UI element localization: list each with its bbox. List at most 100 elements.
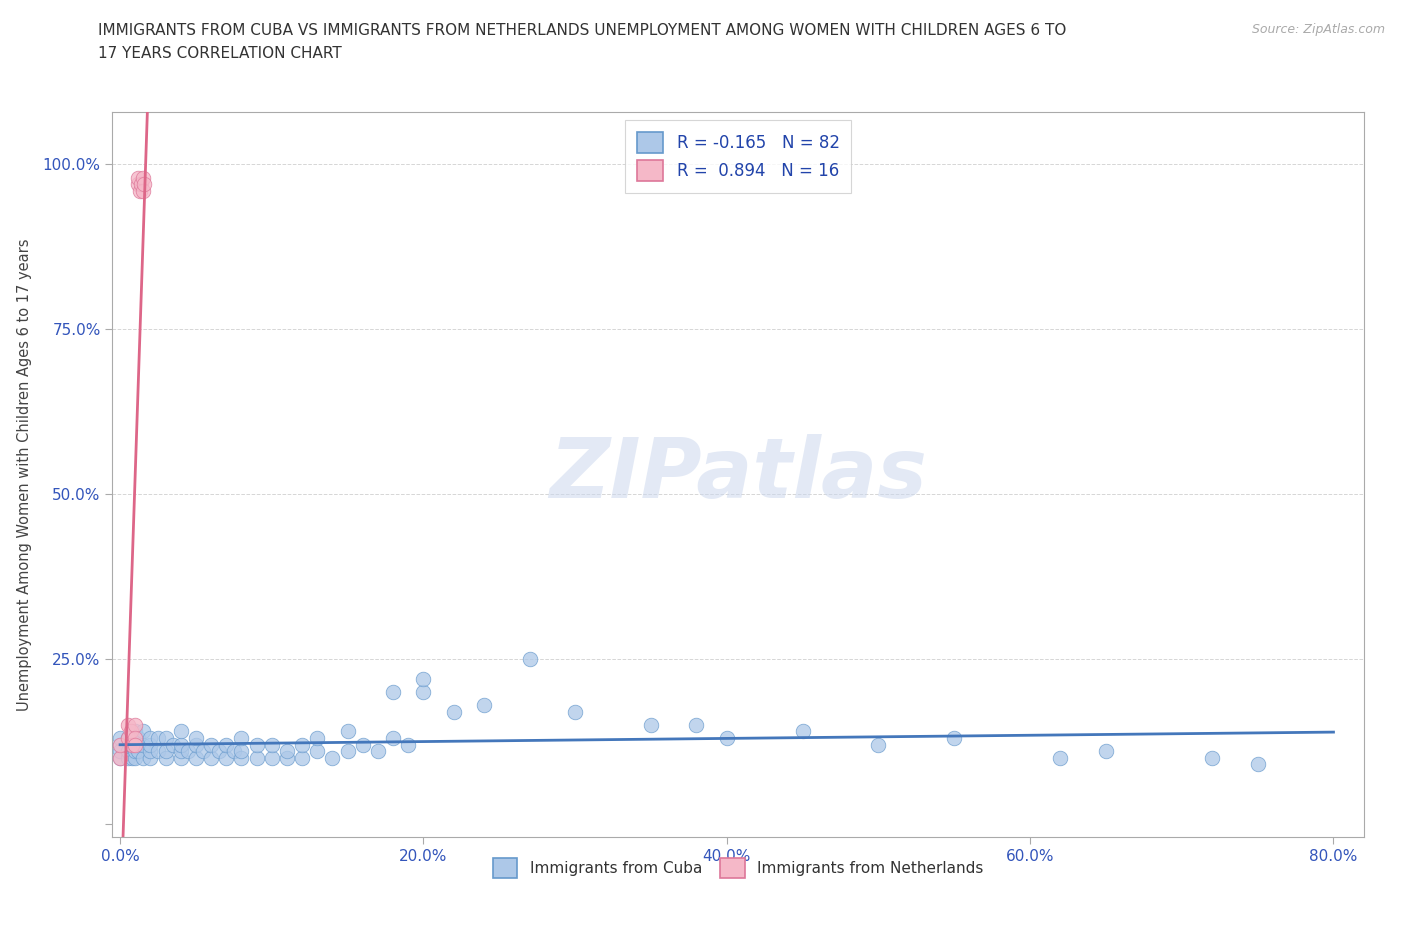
Point [108,731,131,746]
Point [1049,751,1071,765]
Point [146,744,169,759]
Text: IMMIGRANTS FROM CUBA VS IMMIGRANTS FROM NETHERLANDS UNEMPLOYMENT AMONG WOMEN WIT: IMMIGRANTS FROM CUBA VS IMMIGRANTS FROM … [98,23,1067,38]
Point [108,737,131,752]
Point [868,737,890,752]
Point [117,731,139,746]
Point [117,731,139,746]
Point [155,744,177,759]
Point [124,731,146,746]
Point [124,737,146,752]
Point [208,744,231,759]
Point [121,737,143,752]
Point [291,737,314,752]
Text: 17 YEARS CORRELATION CHART: 17 YEARS CORRELATION CHART [98,46,342,61]
Point [120,737,142,752]
Text: Source: ZipAtlas.com: Source: ZipAtlas.com [1251,23,1385,36]
Point [792,724,814,739]
Point [128,183,150,198]
Point [215,737,238,752]
Point [139,751,162,765]
Point [367,744,389,759]
Point [231,744,253,759]
Point [231,731,253,746]
Point [155,731,177,746]
Point [215,751,238,765]
Point [108,751,131,765]
Point [129,177,152,192]
Point [134,177,156,192]
Point [245,751,267,765]
Point [412,684,434,699]
Point [276,751,298,765]
Point [716,731,738,746]
Point [162,737,184,752]
Point [184,731,207,746]
Point [108,737,131,752]
Point [121,751,143,765]
Point [200,737,222,752]
Point [352,737,374,752]
Point [121,737,143,752]
Point [177,744,200,759]
Point [170,751,193,765]
Point [124,724,146,739]
Point [291,751,314,765]
Point [307,731,329,746]
Point [132,170,155,185]
Point [132,751,155,765]
Point [396,737,419,752]
Point [640,717,662,732]
Point [124,731,146,746]
Point [146,731,169,746]
Point [170,744,193,759]
Point [132,737,155,752]
Point [170,737,193,752]
Point [155,751,177,765]
Legend: Immigrants from Cuba, Immigrants from Netherlands: Immigrants from Cuba, Immigrants from Ne… [486,852,990,883]
Point [124,744,146,759]
Y-axis label: Unemployment Among Women with Children Ages 6 to 17 years: Unemployment Among Women with Children A… [17,238,31,711]
Point [260,737,283,752]
Point [108,751,131,765]
Point [276,744,298,759]
Point [184,737,207,752]
Point [127,170,149,185]
Point [321,751,343,765]
Point [127,731,149,746]
Point [139,744,162,759]
Point [117,751,139,765]
Point [124,737,146,752]
Point [108,744,131,759]
Point [564,704,586,719]
Point [519,652,541,667]
Point [222,744,245,759]
Point [1095,744,1118,759]
Point [307,744,329,759]
Point [184,751,207,765]
Point [245,737,267,752]
Point [170,724,193,739]
Point [200,751,222,765]
Point [685,717,707,732]
Point [412,671,434,686]
Point [382,684,405,699]
Point [336,724,359,739]
Point [127,744,149,759]
Text: ZIPatlas: ZIPatlas [550,433,927,515]
Point [1201,751,1223,765]
Point [193,744,215,759]
Point [117,717,139,732]
Point [120,724,142,739]
Point [1246,757,1268,772]
Point [124,717,146,732]
Point [443,704,465,719]
Point [231,751,253,765]
Point [124,751,146,765]
Point [127,177,149,192]
Point [382,731,405,746]
Point [117,744,139,759]
Point [139,737,162,752]
Point [472,698,495,712]
Point [132,183,155,198]
Point [132,724,155,739]
